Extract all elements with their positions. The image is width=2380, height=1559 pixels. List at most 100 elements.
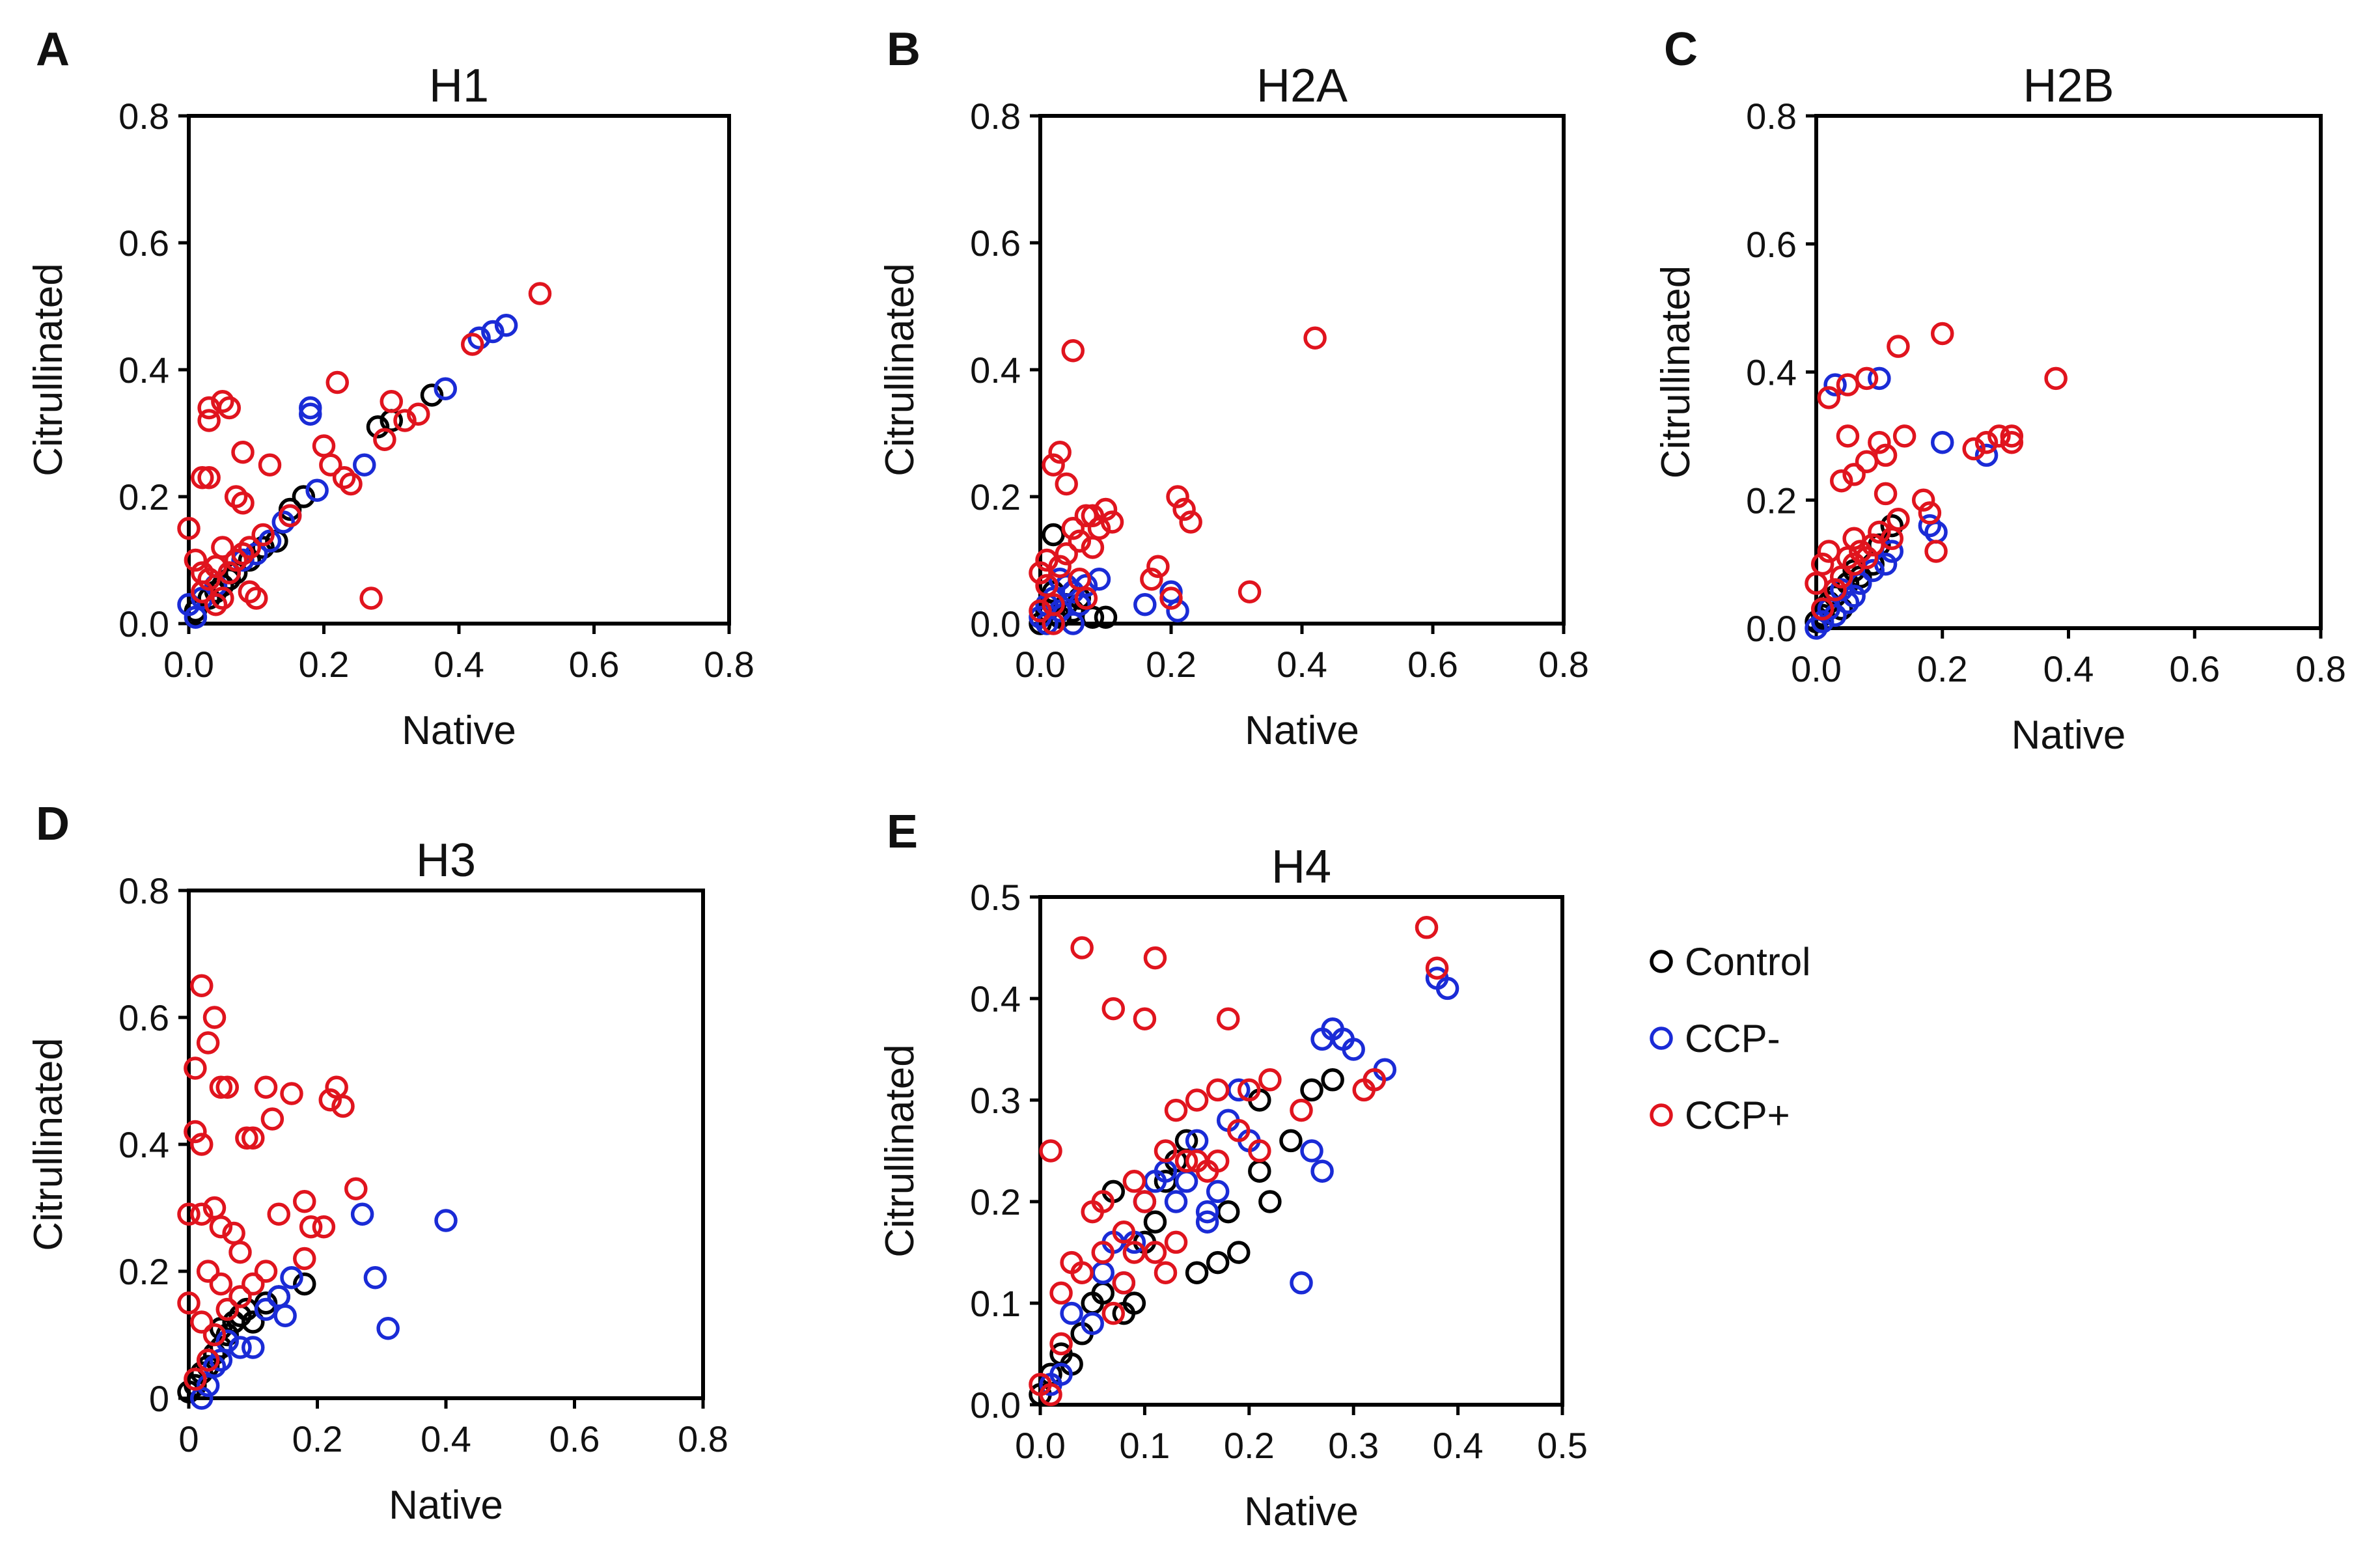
x-tick-label: 0 <box>178 1418 199 1459</box>
series-ccpminus <box>1029 568 1189 635</box>
x-tick-label: 0.6 <box>2169 648 2220 689</box>
panel-B: B H2A 0.0 0.2 0.4 0.6 0.8 0.0 0.2 0.4 0.6 0.8 Native… <box>878 23 1589 753</box>
panel-letter: A <box>36 23 70 76</box>
data-point <box>1415 916 1439 939</box>
data-point <box>1061 580 1085 603</box>
data-point <box>312 434 336 458</box>
data-point <box>350 1202 374 1226</box>
data-point <box>204 593 228 616</box>
data-point <box>1154 1261 1178 1284</box>
data-point <box>1435 976 1460 1000</box>
data-point <box>1068 529 1092 553</box>
x-tick-label: 0.4 <box>1277 644 1327 685</box>
data-point <box>1279 1129 1303 1153</box>
data-point <box>1227 1241 1251 1264</box>
data-point <box>393 409 417 432</box>
data-point <box>1823 373 1847 396</box>
series-ccpplus <box>177 282 552 616</box>
data-point <box>1081 1312 1104 1335</box>
data-point <box>1049 1332 1073 1356</box>
data-point <box>1918 514 1942 538</box>
data-point <box>376 1317 400 1340</box>
plot-frame <box>187 889 705 1400</box>
data-point <box>184 1373 207 1398</box>
data-point <box>242 1336 265 1359</box>
data-point <box>231 441 255 464</box>
data-point <box>184 1368 207 1391</box>
data-point <box>1300 1139 1323 1163</box>
data-point <box>190 974 214 997</box>
data-point <box>231 542 255 566</box>
data-point <box>1924 540 1948 563</box>
data-point <box>217 396 241 420</box>
data-point <box>1216 1007 1240 1030</box>
data-point <box>1842 527 1866 551</box>
data-point <box>1892 424 1916 448</box>
y-tick-label: 0.6 <box>118 223 169 264</box>
y-axis-label: Citrullinated <box>1654 266 1698 478</box>
y-tick-label: 0.0 <box>970 1385 1021 1426</box>
data-point <box>1094 497 1118 521</box>
x-tick-label: 0.4 <box>421 1418 471 1459</box>
data-point <box>1081 504 1105 527</box>
data-point <box>1143 946 1167 970</box>
x-tick-label: 0.6 <box>549 1418 600 1459</box>
data-point <box>260 1107 284 1131</box>
data-point <box>1143 1210 1167 1234</box>
data-point <box>1070 1261 1094 1284</box>
x-tick-label: 0.2 <box>1146 644 1197 685</box>
data-point <box>1195 1210 1219 1234</box>
x-tick-label: 0.2 <box>1224 1425 1275 1466</box>
data-point <box>1061 339 1085 363</box>
data-point <box>1987 424 2011 448</box>
data-point <box>1206 1149 1230 1173</box>
data-point <box>177 517 201 540</box>
data-point <box>267 1202 290 1226</box>
data-point <box>242 1272 265 1296</box>
data-point <box>467 326 491 350</box>
legend: Control CCP- CCP+ <box>1650 940 1810 1137</box>
data-point <box>202 1355 227 1378</box>
data-point <box>209 1272 233 1296</box>
data-point <box>191 561 214 585</box>
x-tick-label: 0.4 <box>1433 1425 1484 1466</box>
data-point <box>1855 450 1879 473</box>
data-point <box>242 1126 265 1150</box>
data-point <box>1164 1230 1188 1254</box>
data-point <box>1164 1098 1188 1122</box>
data-point <box>1258 1068 1282 1092</box>
x-tick-label: 0.1 <box>1119 1425 1170 1466</box>
data-point <box>1836 373 1860 396</box>
data-point <box>332 466 356 490</box>
data-point <box>1227 1119 1251 1142</box>
data-point <box>1070 936 1094 959</box>
data-point <box>293 1272 316 1296</box>
data-point <box>1146 555 1170 578</box>
data-point <box>184 1056 207 1080</box>
y-tick-label: 0.0 <box>118 603 169 644</box>
data-point <box>251 536 275 559</box>
series-ccpminus <box>1039 967 1460 1396</box>
data-point <box>1918 501 1942 525</box>
data-point <box>481 320 505 344</box>
data-point <box>528 282 552 305</box>
panel-letter: B <box>887 23 920 76</box>
data-point <box>1166 599 1189 623</box>
plot-frame <box>1038 114 1566 626</box>
x-tick-label: 0.8 <box>678 1418 728 1459</box>
panel-title: H2B <box>2023 60 2114 112</box>
data-point <box>1100 510 1124 534</box>
data-point <box>190 1361 214 1385</box>
y-tick-label: 0.2 <box>970 1181 1021 1222</box>
data-point <box>190 1133 214 1156</box>
data-point <box>1042 453 1065 476</box>
data-point <box>339 472 363 496</box>
data-point <box>305 478 329 502</box>
data-point <box>366 415 390 439</box>
data-point <box>1810 610 1834 633</box>
data-point <box>1091 1241 1114 1264</box>
data-point <box>1174 1170 1198 1193</box>
y-tick-label: 0.8 <box>118 96 169 137</box>
data-point <box>1842 552 1866 576</box>
x-axis-label: Native <box>389 1483 503 1528</box>
